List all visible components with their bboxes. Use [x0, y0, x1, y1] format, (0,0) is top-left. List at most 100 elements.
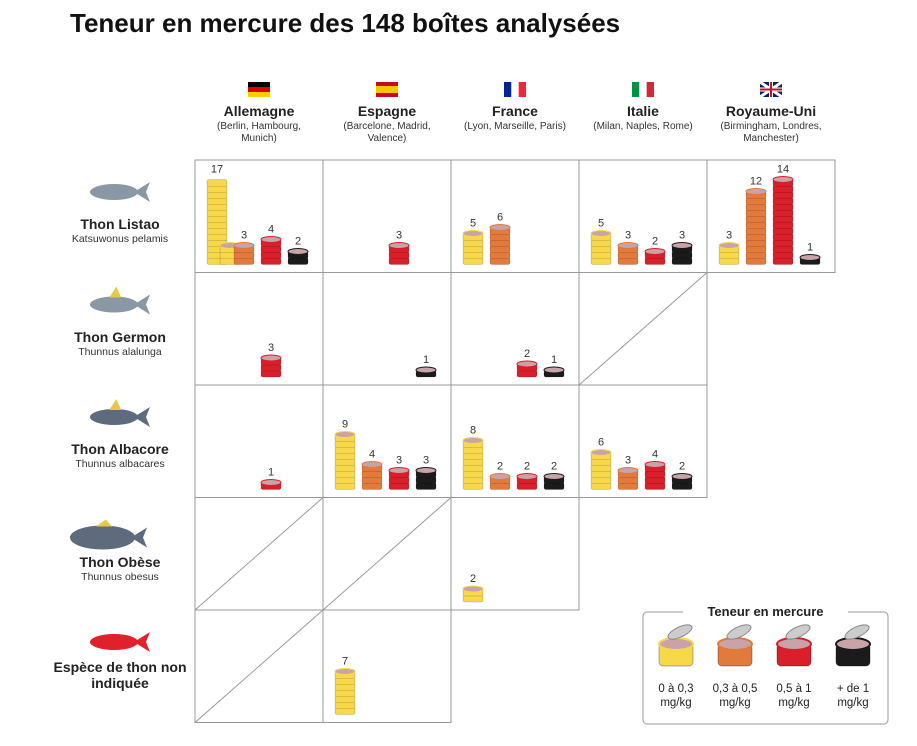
- count-label: 2: [524, 348, 530, 360]
- fish-tail: [134, 294, 150, 315]
- country-name: France: [492, 103, 538, 119]
- cell: [194, 384, 324, 498]
- country-name: Espagne: [357, 103, 417, 119]
- fish-body: [70, 525, 135, 550]
- flag-part: [248, 82, 270, 87]
- count-label: 1: [807, 242, 813, 254]
- can-stack: [745, 188, 767, 265]
- count-label: 1: [268, 467, 274, 479]
- flag: [248, 82, 270, 97]
- fish-icon: [90, 182, 150, 202]
- can-stack: [516, 473, 538, 490]
- fish-body: [90, 634, 138, 650]
- species-latin: Thunnus obesus: [81, 570, 159, 583]
- legend-can-top: [658, 637, 694, 651]
- legend-can-lid: [785, 624, 811, 640]
- count-label: 3: [268, 342, 274, 354]
- can-stack: [206, 179, 241, 265]
- species-name: Thon Obèse: [79, 553, 161, 570]
- country-cities: (Lyon, Marseille, Paris): [464, 121, 566, 132]
- flag-part: [632, 82, 640, 97]
- can-top: [718, 242, 740, 249]
- flag: [759, 80, 783, 99]
- count-label: 3: [679, 230, 685, 242]
- fish-fin: [96, 519, 113, 527]
- can-top: [462, 230, 484, 237]
- count-label: 3: [726, 230, 732, 242]
- count-label: 8: [470, 425, 476, 437]
- legend-label: 0,5 à 1 mg/kg: [776, 683, 812, 709]
- can-stack: [462, 437, 484, 490]
- flag: [376, 82, 398, 97]
- can-stack: [590, 449, 612, 490]
- can-stack: [462, 585, 484, 603]
- count-label: 4: [369, 449, 375, 461]
- legend-label: 0,3 à 0,5 mg/kg: [712, 683, 758, 709]
- count-label: 2: [652, 236, 658, 248]
- can-top: [334, 668, 356, 675]
- cell-cross: [194, 497, 324, 611]
- country-cities: (Berlin, Hambourg, Munich): [217, 121, 301, 144]
- flag-part: [248, 87, 270, 92]
- count-label: 2: [679, 461, 685, 473]
- count-label: 1: [423, 354, 429, 366]
- can-top: [617, 467, 639, 474]
- can-stack: [334, 431, 356, 490]
- count-label: 2: [295, 236, 301, 248]
- country-name: Allemagne: [223, 103, 295, 119]
- species-latin: Thunnus alalunga: [78, 345, 162, 358]
- count-label: 3: [241, 230, 247, 242]
- legend-can-top: [776, 637, 812, 651]
- can-top: [671, 242, 693, 249]
- can-top: [590, 449, 612, 456]
- legend-can-lid: [844, 624, 870, 640]
- country-name: Italie: [627, 103, 659, 119]
- can-top: [590, 230, 612, 237]
- can-stack: [617, 242, 639, 265]
- can-top: [516, 473, 538, 480]
- legend-title: Teneur en mercure: [683, 604, 848, 619]
- count-label: 6: [497, 212, 503, 224]
- cell: [322, 609, 452, 723]
- legend-can: [835, 624, 871, 667]
- cell: [450, 497, 580, 611]
- can-top: [799, 254, 821, 261]
- can-top: [489, 224, 511, 231]
- can-top: [260, 236, 282, 243]
- can-top: [543, 473, 565, 480]
- cell: [578, 384, 708, 498]
- count-label: 17: [211, 164, 223, 176]
- can-stack: [415, 366, 437, 378]
- can-stack: [644, 461, 666, 490]
- fish-icon: [90, 399, 150, 427]
- legend-can: [776, 624, 812, 667]
- can-stack: [644, 248, 666, 265]
- flag-part: [639, 82, 647, 97]
- can-stack: [361, 461, 383, 490]
- count-label: 3: [396, 230, 402, 242]
- fish-tail: [134, 632, 150, 652]
- flag-part: [511, 82, 519, 97]
- flag: [504, 82, 527, 97]
- count-label: 5: [470, 218, 476, 230]
- can-top: [260, 354, 282, 362]
- can-top: [361, 461, 383, 468]
- count-label: 3: [423, 455, 429, 467]
- can-top: [388, 242, 410, 249]
- count-label: 9: [342, 419, 348, 431]
- can-top: [287, 248, 309, 255]
- can-stack: [462, 230, 484, 265]
- can-stack: [388, 242, 410, 265]
- fish-body: [90, 296, 138, 313]
- fish-tail: [134, 182, 150, 202]
- flag-part: [248, 92, 270, 97]
- fish-body: [90, 409, 138, 425]
- count-label: 14: [777, 164, 789, 176]
- can-top: [388, 467, 410, 474]
- can-top: [617, 242, 639, 249]
- count-label: 5: [598, 218, 604, 230]
- cell-cross: [194, 609, 324, 723]
- can-top: [489, 473, 511, 480]
- country-cities: (Barcelone, Madrid, Valence): [343, 121, 431, 144]
